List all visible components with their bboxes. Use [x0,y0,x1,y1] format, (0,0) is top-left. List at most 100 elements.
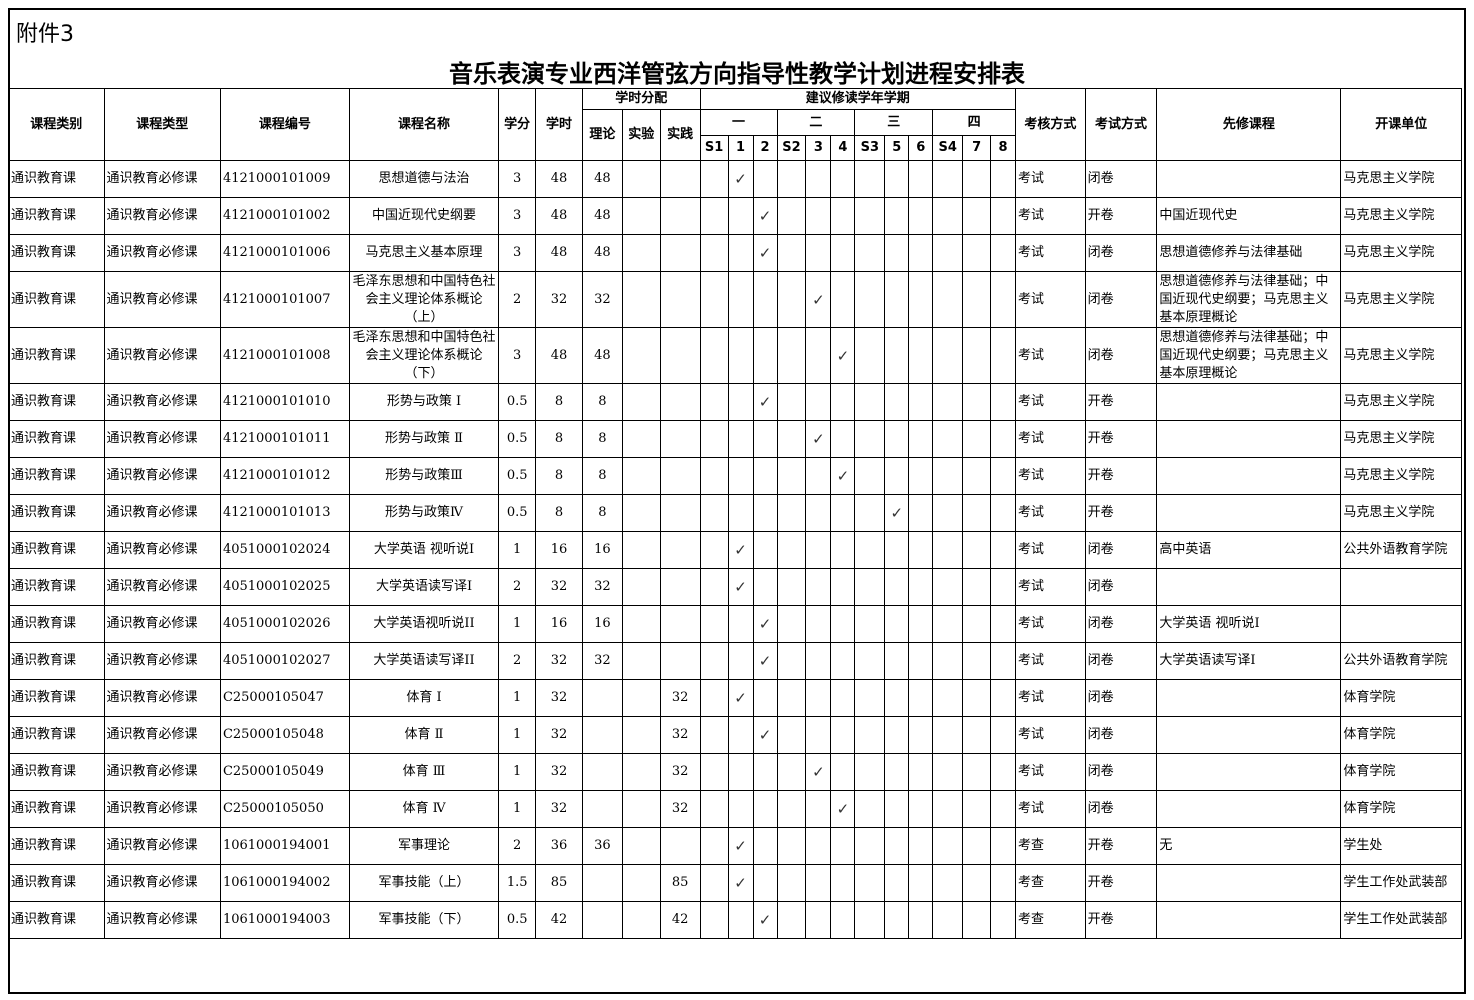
exam-type: 开卷 [1084,197,1158,235]
table-row: 通识教育课 通识教育必修课 4051000102026 大学英语视听说II 1 16 16 ✓… [10,605,1462,643]
term-cell [884,679,910,717]
header-term: 3 [805,135,832,161]
term-cell [884,642,910,680]
term-cell [854,457,886,495]
check-mark-icon: ✓ [727,679,754,717]
prerequisite: 思想道德修养与法律基础；中国近现代史纲要；马克思主义基本原理概论 [1156,271,1342,328]
theory-hours: 32 [581,271,623,328]
header-year: 四 [932,109,1016,136]
check-mark-icon: ✓ [752,642,778,680]
term-cell [908,383,934,421]
term-cell [990,420,1016,458]
course-type: 通识教育必修课 [103,420,221,458]
check-mark-icon: ✓ [752,383,778,421]
department: 学生工作处武装部 [1340,864,1462,902]
prerequisite [1156,679,1342,717]
page-title: 音乐表演专业西洋管弦方向指导性教学计划进程安排表 [449,59,1025,88]
course-name: 大学英语读写译II [348,642,500,680]
assessment-method: 考试 [1014,197,1086,235]
term-cell [990,197,1016,235]
practice-hours [659,271,701,328]
term-cell [727,901,754,939]
term-cell [962,271,992,328]
course-category: 通识教育课 [10,605,105,643]
credit: 1 [498,605,537,643]
experiment-hours [621,160,661,198]
term-cell [830,160,856,198]
course-code: C25000105047 [219,679,350,717]
table-row: 通识教育课 通识教育必修课 4051000102024 大学英语 视听说Ⅰ 1 16 16 ✓… [10,531,1462,569]
hours: 48 [535,327,583,384]
term-cell [932,864,964,902]
prerequisite [1156,753,1342,791]
course-name: 形势与政策 Ⅱ [348,420,500,458]
term-cell [990,234,1016,272]
exam-type: 开卷 [1084,864,1158,902]
term-cell [932,790,964,828]
term-cell [727,234,754,272]
term-cell [805,901,832,939]
term-cell [776,679,807,717]
term-cell [752,531,778,569]
course-category: 通识教育课 [10,864,105,902]
department: 马克思主义学院 [1340,494,1462,532]
term-cell [699,531,729,569]
experiment-hours [621,716,661,754]
term-cell [908,827,934,865]
credit: 2 [498,642,537,680]
credit: 1.5 [498,864,537,902]
term-cell [908,197,934,235]
prerequisite [1156,457,1342,495]
term-cell [908,716,934,754]
hours: 32 [535,753,583,791]
experiment-hours [621,605,661,643]
term-cell [776,271,807,328]
practice-hours: 32 [659,716,701,754]
hours: 8 [535,383,583,421]
department: 体育学院 [1340,753,1462,791]
term-cell [932,327,964,384]
term-cell [908,790,934,828]
term-cell [962,642,992,680]
term-cell [776,531,807,569]
term-cell [830,494,856,532]
course-code: C25000105048 [219,716,350,754]
term-cell [932,901,964,939]
course-code: 1061000194002 [219,864,350,902]
table-row: 通识教育课 通识教育必修课 4121000101012 形势与政策Ⅲ 0.5 8 8 ✓ 考试开… [10,457,1462,495]
term-cell [776,864,807,902]
theory-hours: 8 [581,383,623,421]
theory-hours: 32 [581,568,623,606]
course-name: 大学英语视听说II [348,605,500,643]
theory-hours: 48 [581,197,623,235]
term-cell [854,753,886,791]
term-cell [727,494,754,532]
attachment-label: 附件3 [16,22,74,47]
check-mark-icon: ✓ [752,197,778,235]
table-row: 通识教育课 通识教育必修课 4121000101006 马克思主义基本原理 3 48 48 ✓… [10,234,1462,272]
hours: 8 [535,420,583,458]
term-cell [727,327,754,384]
term-cell [854,327,886,384]
term-cell [805,494,832,532]
table-row: 通识教育课 通识教育必修课 C25000105050 体育 Ⅳ 1 32 32 ✓ 考试 闭卷 体育… [10,790,1462,828]
term-cell [962,494,992,532]
assessment-method: 考试 [1014,234,1086,272]
term-cell [962,457,992,495]
term-cell [854,197,886,235]
term-cell [962,327,992,384]
term-cell [990,790,1016,828]
term-cell [854,864,886,902]
term-cell [884,531,910,569]
department: 马克思主义学院 [1340,160,1462,198]
practice-hours: 32 [659,790,701,828]
term-cell [884,383,910,421]
course-name: 思想道德与法治 [348,160,500,198]
course-name: 毛泽东思想和中国特色社会主义理论体系概论（下） [348,327,500,384]
experiment-hours [621,327,661,384]
term-cell [908,568,934,606]
term-cell [776,605,807,643]
check-mark-icon: ✓ [830,327,856,384]
experiment-hours [621,642,661,680]
department: 马克思主义学院 [1340,457,1462,495]
